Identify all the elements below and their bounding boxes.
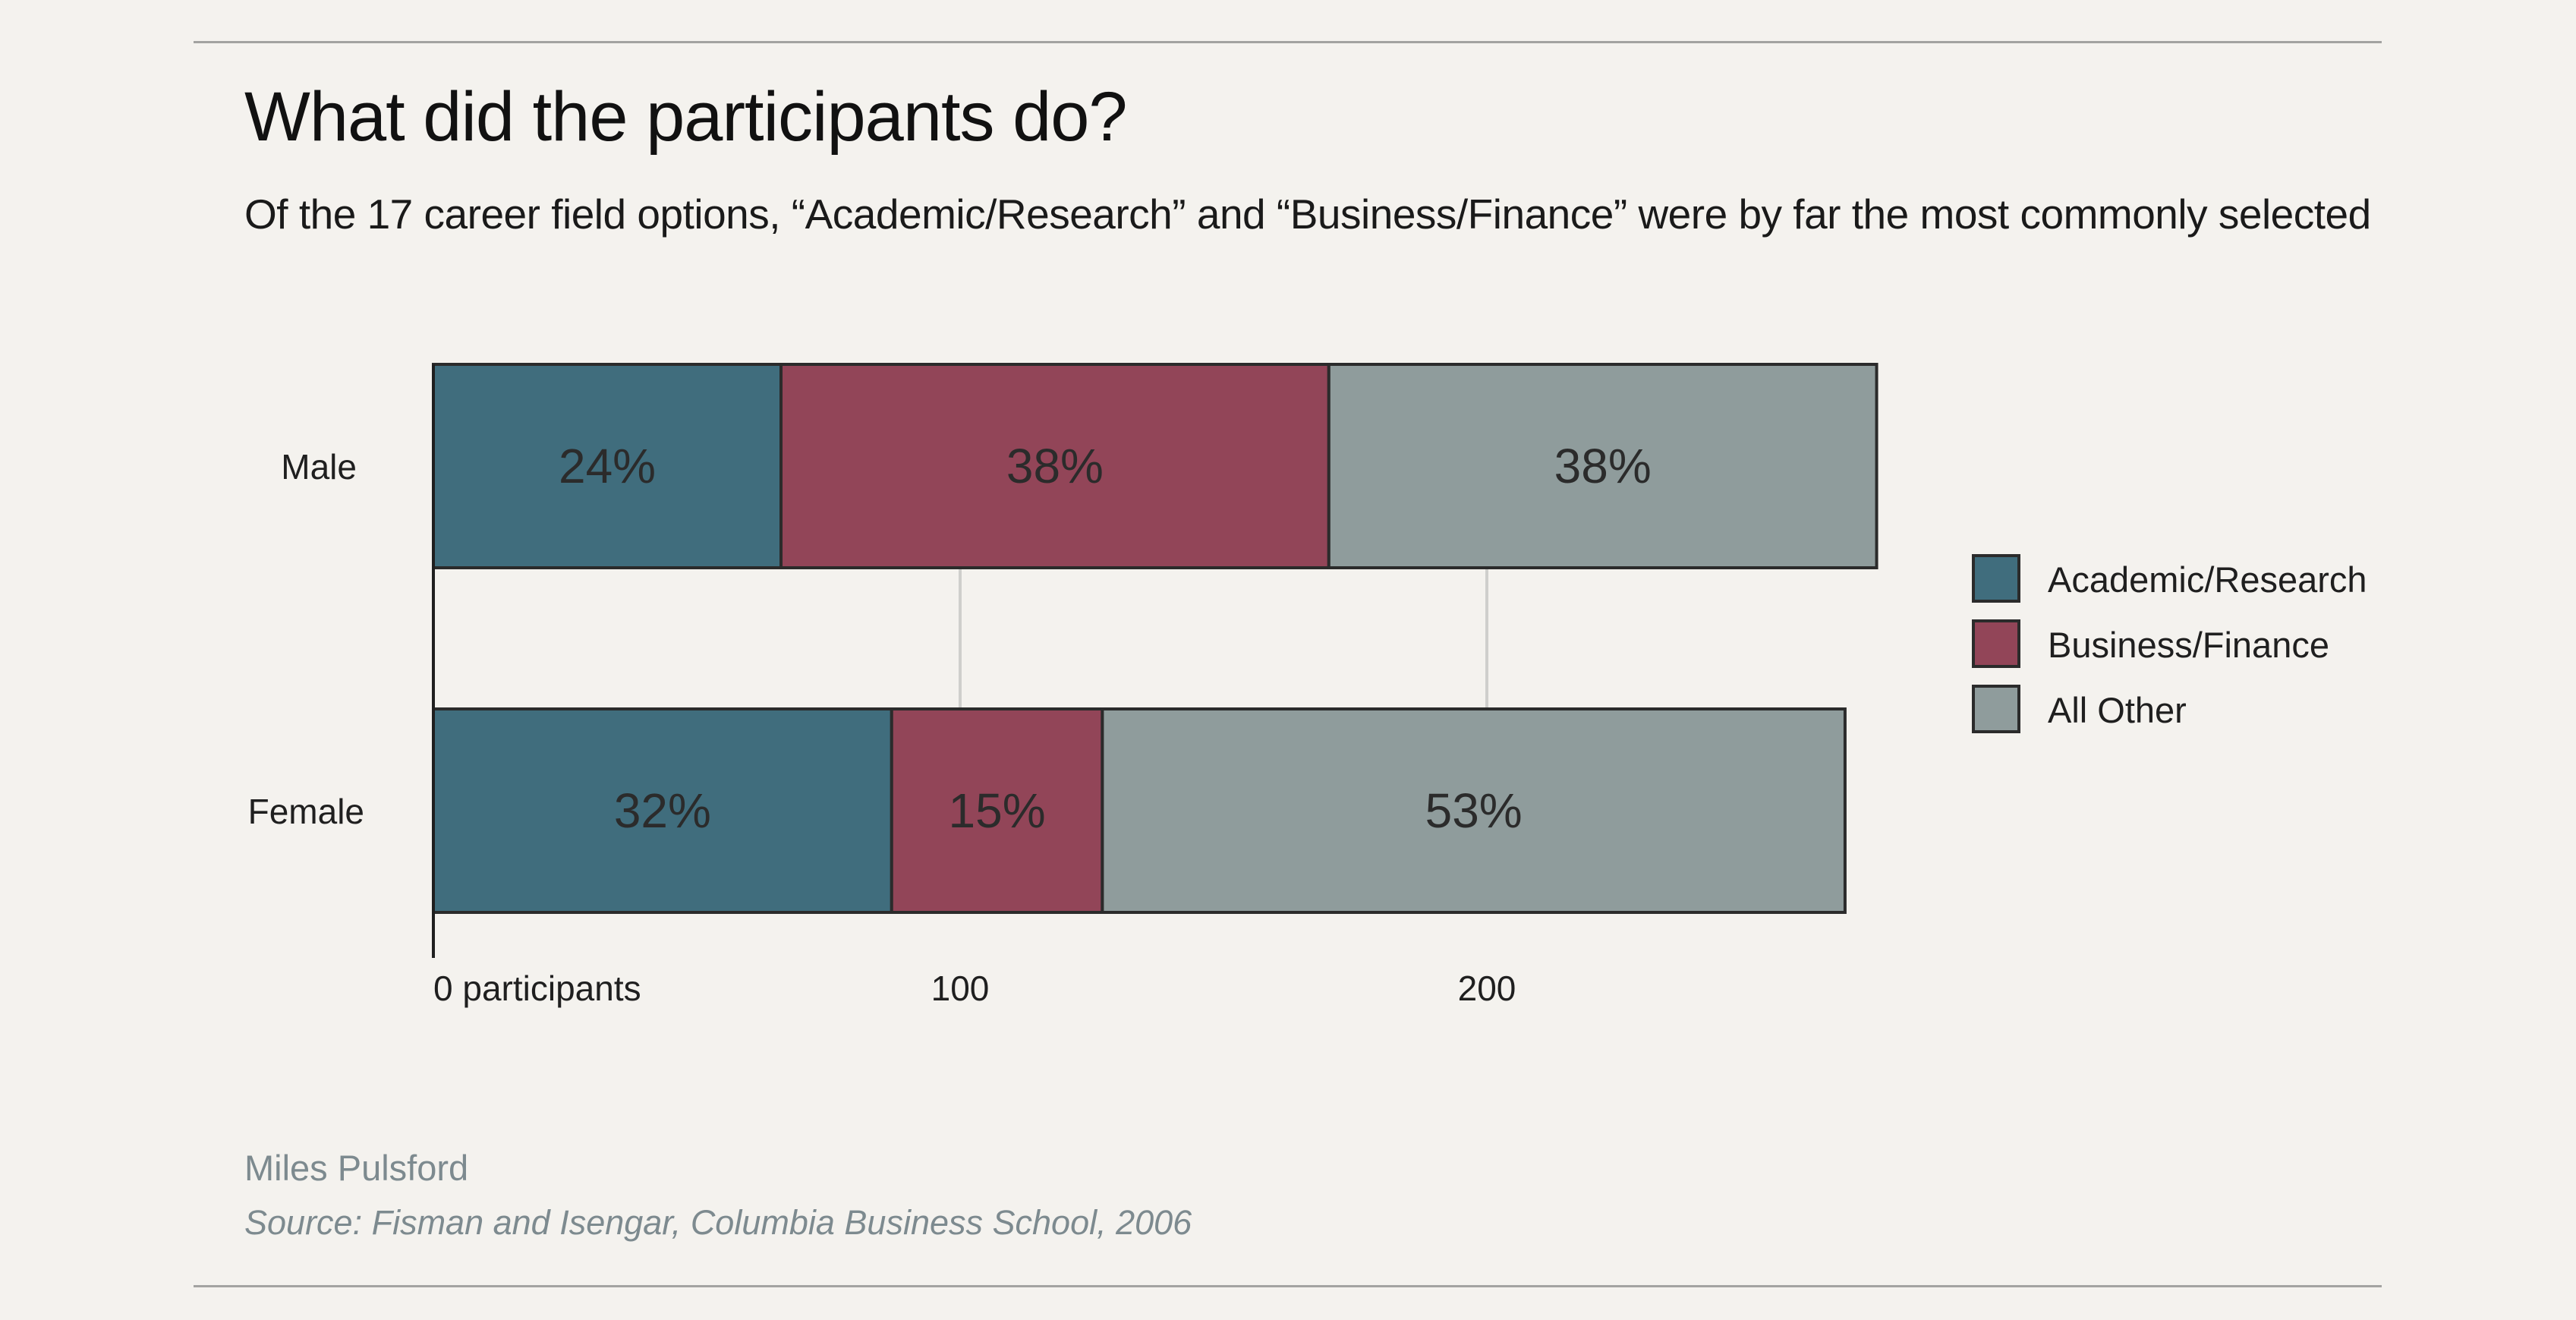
- data-label-female-academic-research: 32%: [614, 783, 711, 838]
- legend-label-all-other: All Other: [2048, 690, 2187, 730]
- legend-label-academic-research: Academic/Research: [2048, 559, 2367, 600]
- data-label-male-business-finance: 38%: [1006, 439, 1104, 493]
- bar-male-academic-research: [432, 363, 783, 569]
- legend-label-business-finance: Business/Finance: [2048, 625, 2329, 665]
- x-tick-label-100: 100: [931, 969, 990, 1008]
- legend-swatch-academic-research: [1972, 554, 2020, 603]
- data-label-male-all-other: 38%: [1554, 439, 1652, 493]
- byline: Miles Pulsford: [244, 1148, 469, 1188]
- category-label-female: Female: [248, 792, 364, 831]
- chart-subtitle: Of the 17 career field options, “Academi…: [244, 191, 2371, 238]
- x-tick-label-0: 0 participants: [433, 969, 641, 1008]
- bar-male-all-other: [1327, 363, 1878, 569]
- labels: 24% 38% 38% Male 32% 15% 53% Female 0 participan…: [248, 439, 1652, 1008]
- top-rule: [194, 41, 2382, 43]
- source-note: Source: Fisman and Isengar, Columbia Bus…: [244, 1203, 1192, 1242]
- chart-title: What did the participants do?: [244, 78, 1128, 156]
- legend-swatch-business-finance: [1972, 619, 2020, 668]
- x-tick-label-200: 200: [1458, 969, 1516, 1008]
- bars: [432, 363, 1878, 914]
- legend-swatch-all-other: [1972, 685, 2020, 733]
- data-label-female-business-finance: 15%: [949, 783, 1046, 838]
- bar-male-business-finance: [779, 363, 1331, 569]
- bottom-rule: [194, 1285, 2382, 1287]
- bar-female-all-other: [1101, 707, 1847, 914]
- data-label-male-academic-research: 24%: [559, 439, 656, 493]
- data-label-female-all-other: 53%: [1425, 783, 1523, 838]
- category-label-male: Male: [281, 447, 357, 487]
- bar-female-business-finance: [890, 707, 1104, 914]
